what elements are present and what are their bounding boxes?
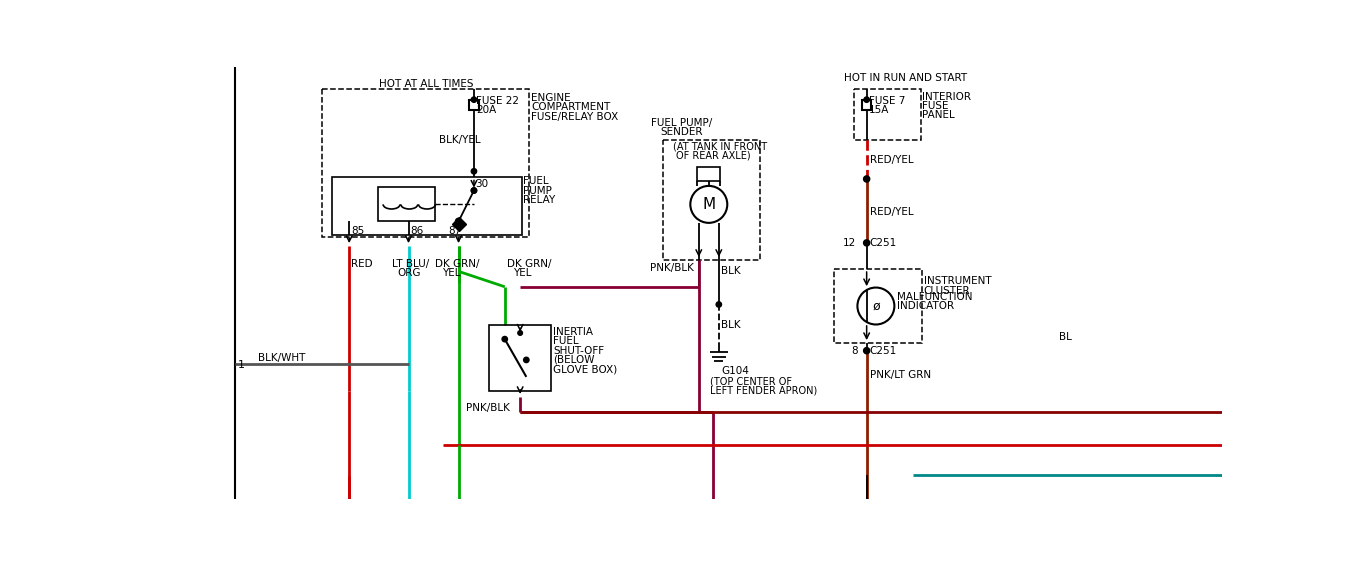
Text: LEFT FENDER APRON): LEFT FENDER APRON) <box>711 386 817 396</box>
Text: INDICATOR: INDICATOR <box>898 301 955 311</box>
Text: INSTRUMENT: INSTRUMENT <box>923 277 992 286</box>
Text: PNK/LT GRN: PNK/LT GRN <box>870 370 930 380</box>
Text: INERTIA: INERTIA <box>553 327 594 337</box>
Bar <box>862 100 872 109</box>
Text: RED: RED <box>351 259 372 269</box>
Text: M: M <box>703 197 715 212</box>
Text: FUSE: FUSE <box>922 101 948 111</box>
Text: OF REAR AXLE): OF REAR AXLE) <box>677 151 750 161</box>
Text: C251: C251 <box>869 346 896 356</box>
Text: BL: BL <box>1060 332 1072 342</box>
Bar <box>377 187 436 222</box>
Bar <box>835 269 922 343</box>
Circle shape <box>503 337 508 342</box>
Text: FUSE 7: FUSE 7 <box>869 96 906 106</box>
Text: PNK/BLK: PNK/BLK <box>466 403 511 413</box>
Bar <box>470 100 478 109</box>
Text: RED/YEL: RED/YEL <box>870 155 914 165</box>
Text: 87: 87 <box>448 226 462 236</box>
Text: DK GRN/: DK GRN/ <box>436 259 479 269</box>
Text: DK GRN/: DK GRN/ <box>507 259 552 269</box>
Circle shape <box>471 97 477 102</box>
Bar <box>323 89 530 237</box>
Text: CLUSTER: CLUSTER <box>923 286 970 296</box>
Text: (TOP CENTER OF: (TOP CENTER OF <box>711 376 793 387</box>
Text: 30: 30 <box>475 180 489 190</box>
Text: PNK/BLK: PNK/BLK <box>650 263 693 273</box>
Text: G104: G104 <box>720 366 749 376</box>
Text: (AT TANK IN FRONT: (AT TANK IN FRONT <box>673 141 767 151</box>
Text: HOT IN RUN AND START: HOT IN RUN AND START <box>843 73 967 83</box>
Circle shape <box>864 348 870 354</box>
Text: 15A: 15A <box>869 105 889 116</box>
Text: FUEL: FUEL <box>553 337 579 347</box>
Text: RED/YEL: RED/YEL <box>870 207 914 217</box>
Text: C251: C251 <box>869 238 896 248</box>
Text: HOT AT ALL TIMES: HOT AT ALL TIMES <box>380 79 474 89</box>
Text: ENGINE: ENGINE <box>531 93 571 103</box>
Bar <box>697 167 720 181</box>
Text: FUSE/RELAY BOX: FUSE/RELAY BOX <box>531 112 618 122</box>
Text: ORG: ORG <box>398 268 421 278</box>
Text: FUSE 22: FUSE 22 <box>477 96 519 106</box>
Bar <box>854 89 921 140</box>
Text: 1: 1 <box>237 360 245 370</box>
Circle shape <box>471 168 477 174</box>
Circle shape <box>471 188 477 193</box>
Text: BLK: BLK <box>720 320 741 330</box>
Text: 85: 85 <box>351 226 364 236</box>
Circle shape <box>716 302 722 307</box>
Bar <box>662 140 760 260</box>
Text: COMPARTMENT: COMPARTMENT <box>531 102 610 112</box>
Text: (BELOW: (BELOW <box>553 355 595 365</box>
Text: RELAY: RELAY <box>523 195 556 205</box>
Text: YEL: YEL <box>441 268 460 278</box>
Text: BLK: BLK <box>720 266 741 277</box>
Text: FUEL PUMP/: FUEL PUMP/ <box>651 118 712 128</box>
Circle shape <box>518 330 523 335</box>
Text: PANEL: PANEL <box>922 110 955 120</box>
Bar <box>489 325 552 390</box>
Text: BLK/WHT: BLK/WHT <box>259 353 305 362</box>
Text: 86: 86 <box>410 226 424 236</box>
Circle shape <box>864 240 870 246</box>
Circle shape <box>864 97 869 102</box>
Text: LT BLU/: LT BLU/ <box>391 259 429 269</box>
Text: YEL: YEL <box>513 268 531 278</box>
Text: SHUT-OFF: SHUT-OFF <box>553 346 605 356</box>
Bar <box>331 177 522 235</box>
Text: MALFUNCTION: MALFUNCTION <box>898 292 972 302</box>
Text: 12: 12 <box>843 238 855 248</box>
Text: 8: 8 <box>851 346 858 356</box>
Text: PUMP: PUMP <box>523 186 552 196</box>
Text: BLK/YEL: BLK/YEL <box>440 135 481 145</box>
Text: GLOVE BOX): GLOVE BOX) <box>553 364 617 374</box>
Circle shape <box>455 218 462 224</box>
Text: 20A: 20A <box>477 105 497 116</box>
Circle shape <box>523 357 528 362</box>
Circle shape <box>471 188 477 193</box>
Text: ø: ø <box>872 300 880 312</box>
Text: INTERIOR: INTERIOR <box>922 91 971 102</box>
Circle shape <box>864 176 870 182</box>
Text: SENDER: SENDER <box>661 127 703 137</box>
Text: FUEL: FUEL <box>523 176 549 186</box>
